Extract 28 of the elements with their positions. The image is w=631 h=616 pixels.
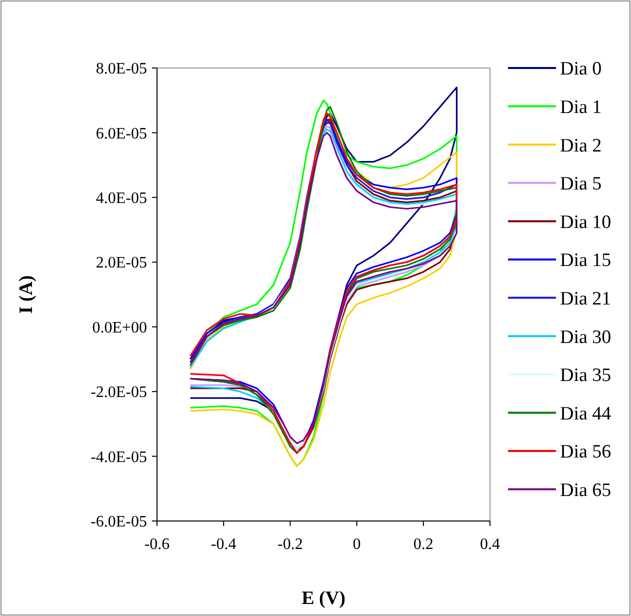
y-axis-title: I (A) [16,275,37,314]
y-tick-label: 4.0E-05 [96,190,147,208]
x-tick-label: 0.4 [480,536,500,553]
x-tick-label: 0.2 [413,536,434,553]
legend-label: Dia 21 [560,288,612,310]
y-tick-label: -4.0E-05 [90,448,147,466]
y-tick-label: 6.0E-05 [96,125,147,142]
x-axis-title: E (V) [302,588,346,609]
legend-label: Dia 1 [560,96,602,118]
y-tick-label: -2.0E-05 [90,384,147,402]
legend-label: Dia 15 [560,250,612,272]
legend-label: Dia 0 [560,58,602,80]
x-tick-label: -0.4 [210,536,236,553]
legend-label: Dia 65 [560,480,612,501]
x-tick-label: 0 [352,536,361,553]
legend-label: Dia 56 [560,442,612,463]
legend-label: Dia 5 [560,174,602,195]
legend-label: Dia 30 [560,326,612,348]
y-tick-label: 0.0E+00 [92,319,147,336]
x-tick-label: -0.2 [278,536,303,553]
y-tick-label: 8.0E-05 [96,60,147,78]
legend-label: Dia 44 [560,403,612,424]
x-tick-label: -0.6 [144,536,170,553]
legend-label: Dia 2 [560,135,602,156]
legend-label: Dia 35 [560,365,612,386]
y-tick-label: -6.0E-05 [90,514,147,531]
legend-label: Dia 10 [560,212,612,233]
y-tick-label: 2.0E-05 [96,254,147,272]
